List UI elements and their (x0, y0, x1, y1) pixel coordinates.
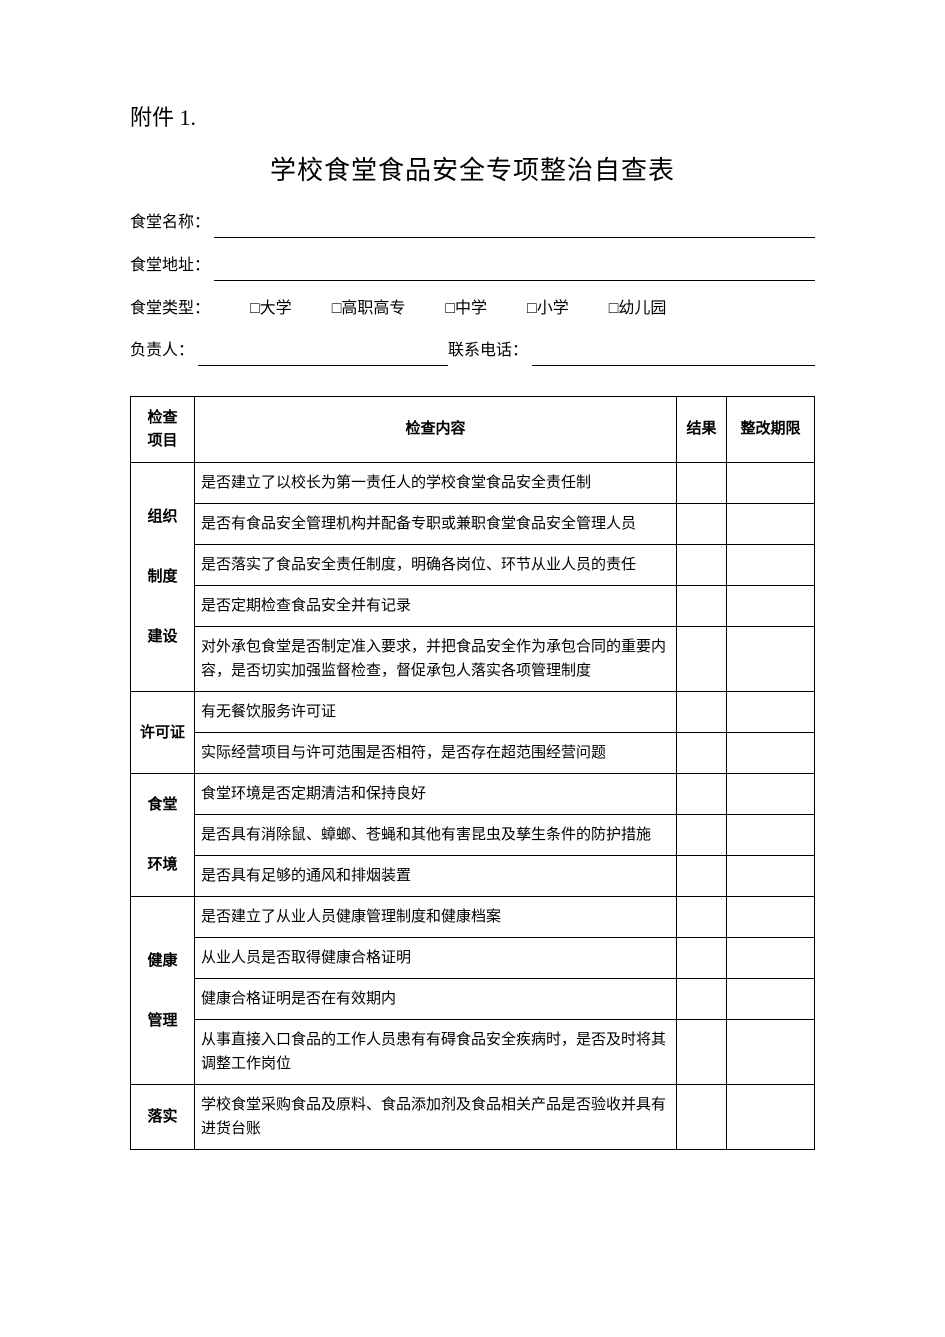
table-header-row: 检查 项目 检查内容 结果 整改期限 (131, 397, 815, 463)
table-row: 食堂 环境食堂环境是否定期清洁和保持良好 (131, 774, 815, 815)
canteen-name-field[interactable] (214, 220, 815, 238)
attachment-label: 附件 1. (130, 100, 815, 132)
table-row: 是否具有足够的通风和排烟装置 (131, 856, 815, 897)
table-row: 从业人员是否取得健康合格证明 (131, 938, 815, 979)
canteen-name-label: 食堂名称： (130, 209, 210, 238)
header-deadline: 整改期限 (727, 397, 815, 463)
canteen-type-row: 食堂类型： □大学 □高职高专 □中学 □小学 □幼儿园 (130, 295, 815, 324)
content-cell: 实际经营项目与许可范围是否相符，是否存在超范围经营问题 (195, 733, 677, 774)
table-row: 是否落实了食品安全责任制度，明确各岗位、环节从业人员的责任 (131, 545, 815, 586)
result-cell[interactable] (677, 1085, 727, 1150)
category-cell: 落实 (131, 1085, 195, 1150)
deadline-cell[interactable] (727, 1085, 815, 1150)
content-cell: 从事直接入口食品的工作人员患有有碍食品安全疾病时，是否及时将其调整工作岗位 (195, 1020, 677, 1085)
table-row: 是否有食品安全管理机构并配备专职或兼职食堂食品安全管理人员 (131, 504, 815, 545)
content-cell: 学校食堂采购食品及原料、食品添加剂及食品相关产品是否验收并具有进货台账 (195, 1085, 677, 1150)
result-cell[interactable] (677, 692, 727, 733)
content-cell: 是否具有消除鼠、蟑螂、苍蝇和其他有害昆虫及孳生条件的防护措施 (195, 815, 677, 856)
content-cell: 有无餐饮服务许可证 (195, 692, 677, 733)
result-cell[interactable] (677, 938, 727, 979)
category-cell: 食堂 环境 (131, 774, 195, 897)
table-row: 是否定期检查食品安全并有记录 (131, 586, 815, 627)
deadline-cell[interactable] (727, 692, 815, 733)
canteen-address-label: 食堂地址： (130, 252, 210, 281)
deadline-cell[interactable] (727, 774, 815, 815)
content-cell: 是否建立了以校长为第一责任人的学校食堂食品安全责任制 (195, 463, 677, 504)
header-category: 检查 项目 (131, 397, 195, 463)
table-row: 从事直接入口食品的工作人员患有有碍食品安全疾病时，是否及时将其调整工作岗位 (131, 1020, 815, 1085)
canteen-address-row: 食堂地址： (130, 252, 815, 281)
deadline-cell[interactable] (727, 504, 815, 545)
deadline-cell[interactable] (727, 856, 815, 897)
deadline-cell[interactable] (727, 463, 815, 504)
result-cell[interactable] (677, 463, 727, 504)
type-option-university[interactable]: □大学 (250, 300, 292, 317)
canteen-type-options: □大学 □高职高专 □中学 □小学 □幼儿园 (214, 295, 666, 324)
result-cell[interactable] (677, 897, 727, 938)
page-title: 学校食堂食品安全专项整治自查表 (130, 150, 815, 187)
category-cell: 许可证 (131, 692, 195, 774)
result-cell[interactable] (677, 979, 727, 1020)
content-cell: 是否定期检查食品安全并有记录 (195, 586, 677, 627)
result-cell[interactable] (677, 627, 727, 692)
content-cell: 健康合格证明是否在有效期内 (195, 979, 677, 1020)
type-option-primary[interactable]: □小学 (527, 300, 569, 317)
deadline-cell[interactable] (727, 586, 815, 627)
deadline-cell[interactable] (727, 815, 815, 856)
table-row: 健康 管理是否建立了从业人员健康管理制度和健康档案 (131, 897, 815, 938)
deadline-cell[interactable] (727, 979, 815, 1020)
deadline-cell[interactable] (727, 938, 815, 979)
content-cell: 是否具有足够的通风和排烟装置 (195, 856, 677, 897)
content-cell: 食堂环境是否定期清洁和保持良好 (195, 774, 677, 815)
canteen-type-label: 食堂类型： (130, 300, 210, 317)
result-cell[interactable] (677, 586, 727, 627)
inspection-table: 检查 项目 检查内容 结果 整改期限 组织 制度 建设是否建立了以校长为第一责任… (130, 396, 815, 1150)
type-option-kindergarten[interactable]: □幼儿园 (609, 300, 667, 317)
table-row: 对外承包食堂是否制定准入要求，并把食品安全作为承包合同的重要内容，是否切实加强监… (131, 627, 815, 692)
content-cell: 对外承包食堂是否制定准入要求，并把食品安全作为承包合同的重要内容，是否切实加强监… (195, 627, 677, 692)
responsible-label: 负责人： (130, 337, 194, 366)
canteen-address-field[interactable] (214, 263, 815, 281)
deadline-cell[interactable] (727, 733, 815, 774)
content-cell: 是否有食品安全管理机构并配备专职或兼职食堂食品安全管理人员 (195, 504, 677, 545)
type-option-middle[interactable]: □中学 (445, 300, 487, 317)
result-cell[interactable] (677, 545, 727, 586)
header-content: 检查内容 (195, 397, 677, 463)
content-cell: 是否落实了食品安全责任制度，明确各岗位、环节从业人员的责任 (195, 545, 677, 586)
result-cell[interactable] (677, 774, 727, 815)
content-cell: 从业人员是否取得健康合格证明 (195, 938, 677, 979)
table-row: 是否具有消除鼠、蟑螂、苍蝇和其他有害昆虫及孳生条件的防护措施 (131, 815, 815, 856)
table-row: 落实学校食堂采购食品及原料、食品添加剂及食品相关产品是否验收并具有进货台账 (131, 1085, 815, 1150)
deadline-cell[interactable] (727, 897, 815, 938)
phone-field[interactable] (532, 348, 815, 366)
responsible-row: 负责人： 联系电话： (130, 337, 815, 366)
deadline-cell[interactable] (727, 627, 815, 692)
canteen-name-row: 食堂名称： (130, 209, 815, 238)
table-row: 健康合格证明是否在有效期内 (131, 979, 815, 1020)
deadline-cell[interactable] (727, 1020, 815, 1085)
responsible-field[interactable] (198, 348, 448, 366)
category-cell: 健康 管理 (131, 897, 195, 1085)
result-cell[interactable] (677, 856, 727, 897)
deadline-cell[interactable] (727, 545, 815, 586)
table-row: 许可证有无餐饮服务许可证 (131, 692, 815, 733)
table-row: 组织 制度 建设是否建立了以校长为第一责任人的学校食堂食品安全责任制 (131, 463, 815, 504)
result-cell[interactable] (677, 815, 727, 856)
table-row: 实际经营项目与许可范围是否相符，是否存在超范围经营问题 (131, 733, 815, 774)
content-cell: 是否建立了从业人员健康管理制度和健康档案 (195, 897, 677, 938)
phone-label: 联系电话： (448, 337, 528, 366)
type-option-vocational[interactable]: □高职高专 (332, 300, 406, 317)
result-cell[interactable] (677, 504, 727, 545)
category-cell: 组织 制度 建设 (131, 463, 195, 692)
result-cell[interactable] (677, 733, 727, 774)
result-cell[interactable] (677, 1020, 727, 1085)
header-result: 结果 (677, 397, 727, 463)
